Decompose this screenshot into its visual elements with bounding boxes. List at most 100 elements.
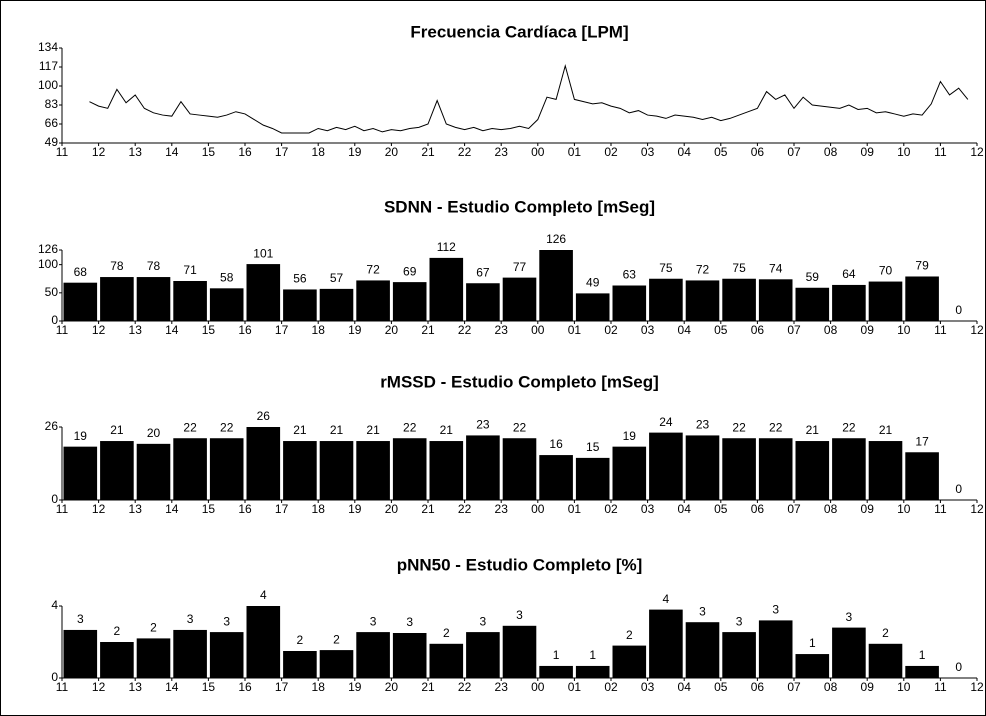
value-label: 3 [516, 608, 523, 622]
x-tick-label: 02 [604, 145, 618, 159]
x-tick-label: 03 [641, 323, 655, 337]
value-label: 22 [732, 420, 746, 434]
bar [283, 289, 317, 321]
x-tick-label: 20 [385, 680, 399, 694]
x-tick-label: 04 [678, 502, 692, 516]
value-label: 17 [915, 434, 929, 448]
bar [612, 285, 647, 321]
bar [832, 438, 866, 500]
value-label: 59 [806, 270, 820, 284]
x-tick-label: 03 [641, 680, 655, 694]
x-tick-label: 09 [861, 502, 875, 516]
value-label: 21 [440, 423, 454, 437]
x-tick-label: 11 [934, 323, 947, 337]
value-label: 21 [879, 423, 893, 437]
value-label: 23 [696, 418, 710, 432]
x-tick-label: 12 [92, 502, 106, 516]
bar [173, 438, 207, 500]
x-tick-label: 22 [458, 502, 472, 516]
value-label: 2 [150, 621, 157, 635]
value-label: 78 [147, 259, 161, 273]
bar [429, 441, 464, 500]
value-label: 68 [74, 265, 88, 279]
value-label: 1 [809, 636, 816, 650]
value-label: 2 [297, 633, 304, 647]
x-tick-label: 18 [312, 502, 326, 516]
y-tick-label: 49 [45, 135, 59, 149]
x-tick-label: 04 [678, 680, 692, 694]
x-tick-label: 12 [970, 502, 984, 516]
y-tick-label: 0 [51, 670, 58, 684]
x-tick-label: 05 [714, 323, 728, 337]
bar [502, 277, 537, 321]
x-tick-label: 16 [238, 680, 252, 694]
bar [758, 438, 793, 500]
x-tick-label: 10 [897, 323, 911, 337]
y-tick-label: 4 [51, 598, 58, 612]
x-tick-label: 00 [531, 323, 545, 337]
bar [246, 606, 281, 678]
x-tick-label: 13 [129, 680, 143, 694]
value-label: 4 [663, 592, 670, 606]
x-tick-label: 21 [421, 502, 435, 516]
chart-title: SDNN - Estudio Completo [mSeg] [384, 197, 655, 216]
bar [392, 282, 427, 321]
value-label: 22 [403, 420, 417, 434]
bar [575, 457, 610, 500]
bar [466, 632, 500, 678]
x-tick-label: 17 [275, 680, 289, 694]
bar [319, 441, 354, 500]
bar [832, 284, 866, 321]
bar [246, 264, 281, 321]
value-label: 3 [846, 610, 853, 624]
x-tick-label: 20 [385, 323, 399, 337]
value-label: 22 [513, 420, 527, 434]
bar [905, 665, 939, 678]
x-tick-label: 11 [934, 680, 947, 694]
value-label: 3 [480, 614, 487, 628]
bar [758, 279, 793, 321]
value-label: 58 [220, 270, 234, 284]
bar [649, 278, 683, 321]
bar [209, 288, 244, 321]
x-tick-label: 03 [641, 145, 655, 159]
x-tick-label: 17 [275, 502, 289, 516]
bar [539, 665, 573, 678]
x-tick-label: 12 [92, 145, 106, 159]
x-tick-label: 02 [604, 502, 618, 516]
x-tick-label: 08 [824, 145, 838, 159]
x-tick-label: 20 [385, 502, 399, 516]
x-tick-label: 23 [495, 323, 509, 337]
value-label: 70 [879, 264, 893, 278]
bar [575, 665, 610, 678]
x-tick-label: 00 [531, 145, 545, 159]
bar [795, 287, 830, 321]
bar [136, 443, 171, 500]
y-tick-label: 66 [45, 116, 59, 130]
value-label: 67 [476, 265, 490, 279]
x-tick-label: 00 [531, 502, 545, 516]
x-tick-label: 13 [129, 323, 143, 337]
value-label: 15 [586, 440, 600, 454]
bar [392, 438, 427, 500]
value-label: 57 [330, 271, 344, 285]
bar [575, 293, 610, 321]
x-tick-label: 07 [787, 502, 801, 516]
bar [685, 280, 720, 321]
x-tick-label: 21 [421, 145, 435, 159]
value-label: 0 [955, 303, 962, 317]
line-series [89, 63, 969, 134]
x-tick-label: 10 [897, 502, 911, 516]
x-tick-label: 02 [604, 323, 618, 337]
y-tick-label: 0 [51, 313, 58, 327]
x-tick-label: 17 [275, 145, 289, 159]
bar [356, 280, 390, 321]
bar [868, 281, 903, 321]
value-label: 126 [546, 232, 566, 246]
bar [100, 441, 134, 500]
x-tick-label: 01 [568, 502, 582, 516]
value-label: 69 [403, 264, 417, 278]
chart-title: rMSSD - Estudio Completo [mSeg] [380, 372, 659, 391]
x-tick-label: 15 [202, 323, 216, 337]
